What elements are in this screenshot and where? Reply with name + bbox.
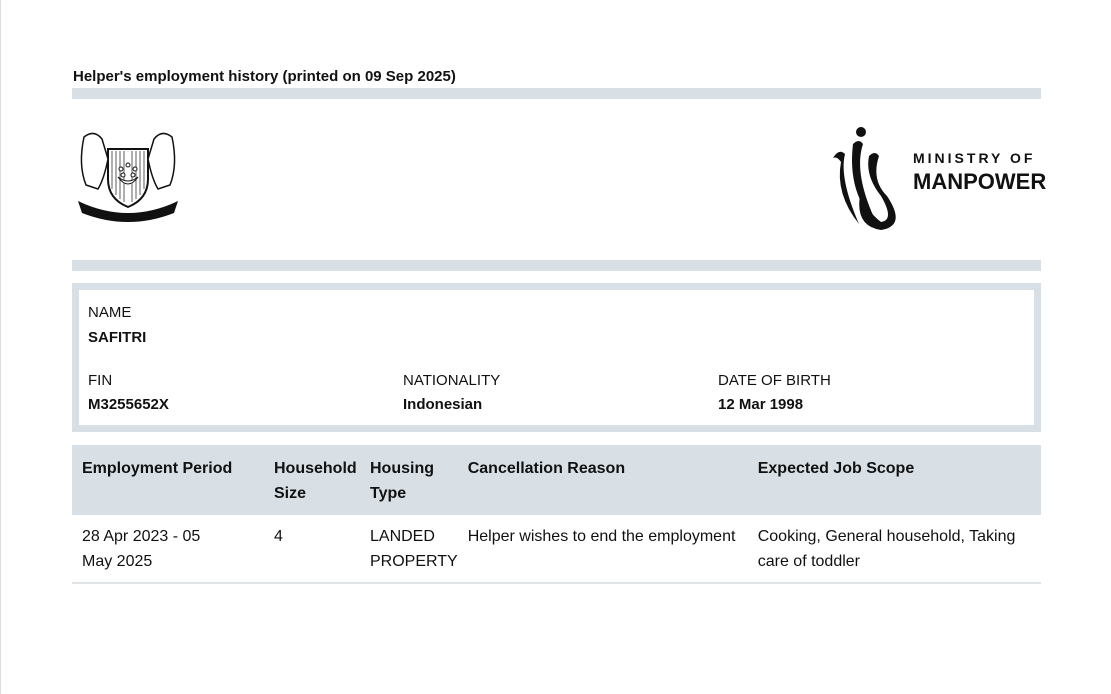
nationality-label: NATIONALITY: [403, 372, 501, 389]
helper-info-panel: NAME SAFITRI FIN M3255652X NATIONALITY I…: [72, 283, 1041, 432]
fin-value: M3255652X: [88, 396, 169, 413]
dob-label: DATE OF BIRTH: [718, 372, 831, 389]
header-employment-period: Employment Period: [72, 445, 274, 515]
table-header-row: Employment Period Household Size Housing…: [72, 445, 1041, 515]
name-value: SAFITRI: [88, 329, 147, 346]
cell-cancellation-reason: Helper wishes to end the employment: [467, 515, 758, 584]
dob-value: 12 Mar 1998: [718, 396, 804, 413]
page-title: Helper's employment history (printed on …: [73, 68, 456, 85]
ministry-of-manpower-logo: MINISTRY OF MANPOWER: [831, 126, 1046, 230]
header-cancellation-reason: Cancellation Reason: [467, 445, 758, 515]
singapore-crest-logo: [78, 132, 178, 222]
employment-history-table: Employment Period Household Size Housing…: [72, 445, 1041, 584]
header-household-size: Household Size: [274, 445, 370, 515]
cell-employment-period: 28 Apr 2023 - 05 May 2025: [72, 515, 274, 584]
logo-text-line2: MANPOWER: [913, 169, 1047, 194]
fin-label: FIN: [88, 372, 113, 389]
cell-housing-type: LANDED PROPERTY: [370, 515, 468, 584]
divider-bar: [72, 88, 1041, 99]
logo-text-line1: MINISTRY OF: [913, 150, 1036, 166]
cell-expected-job-scope: Cooking, General household, Taking care …: [757, 515, 1041, 584]
header-housing-type: Housing Type: [370, 445, 468, 515]
table-row: 28 Apr 2023 - 05 May 2025 4 LANDED PROPE…: [72, 515, 1041, 584]
name-label: NAME: [88, 304, 132, 321]
cell-household-size: 4: [274, 515, 370, 584]
divider-bar: [72, 260, 1041, 271]
header-expected-job-scope: Expected Job Scope: [757, 445, 1041, 515]
nationality-value: Indonesian: [403, 396, 483, 413]
